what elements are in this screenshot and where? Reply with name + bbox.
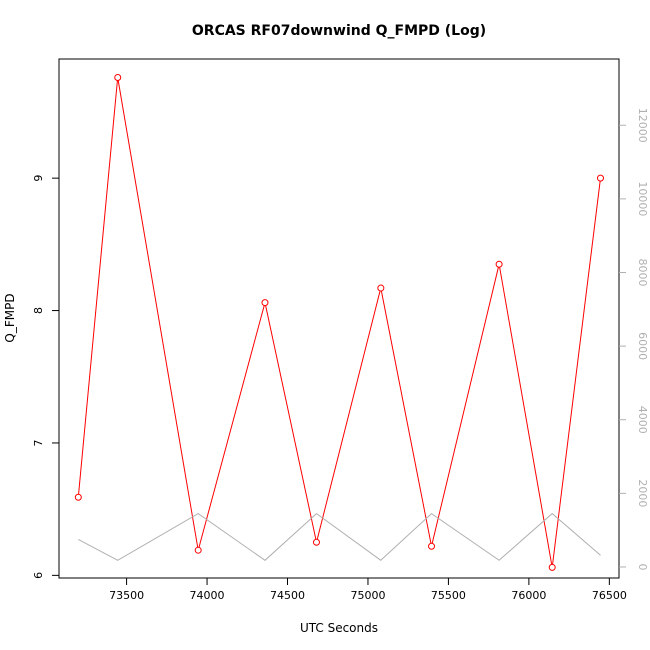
data-point (495, 260, 503, 268)
y2-tick-label: 0 (636, 563, 649, 570)
primary-series-line (77, 77, 601, 568)
x-tick-label: 75500 (431, 589, 466, 602)
x-tick-label: 73500 (109, 589, 144, 602)
data-point (596, 174, 604, 182)
y2-tick-label: 6000 (636, 332, 649, 360)
y-tick-label: 9 (32, 175, 45, 182)
data-point (261, 299, 269, 307)
x-tick-label: 76000 (511, 589, 546, 602)
data-point (74, 493, 82, 501)
x-tick-label: 74000 (190, 589, 225, 602)
y2-tick-label: 10000 (636, 181, 649, 216)
data-point (114, 74, 122, 82)
data-point (377, 284, 385, 292)
data-point (428, 542, 436, 550)
y-axis-label: Q_FMPD (3, 293, 17, 342)
y-tick-label: 6 (32, 572, 45, 579)
chart-title: ORCAS RF07downwind Q_FMPD (Log) (192, 23, 486, 39)
y2-tick-label: 2000 (636, 479, 649, 507)
x-tick-label: 74500 (270, 589, 305, 602)
x-tick-label: 76500 (592, 589, 627, 602)
data-point (194, 546, 202, 554)
y2-tick-label: 4000 (636, 406, 649, 434)
x-tick-label: 75000 (350, 589, 385, 602)
plot-frame (58, 58, 620, 579)
y-tick-label: 8 (32, 307, 45, 314)
x-axis-label: UTC Seconds (300, 621, 378, 635)
data-point (548, 563, 556, 571)
y-tick-label: 7 (32, 439, 45, 446)
y2-tick-label: 8000 (636, 258, 649, 286)
y2-tick-label: 12000 (636, 108, 649, 143)
data-point (312, 538, 320, 546)
secondary-series-line (78, 512, 601, 561)
